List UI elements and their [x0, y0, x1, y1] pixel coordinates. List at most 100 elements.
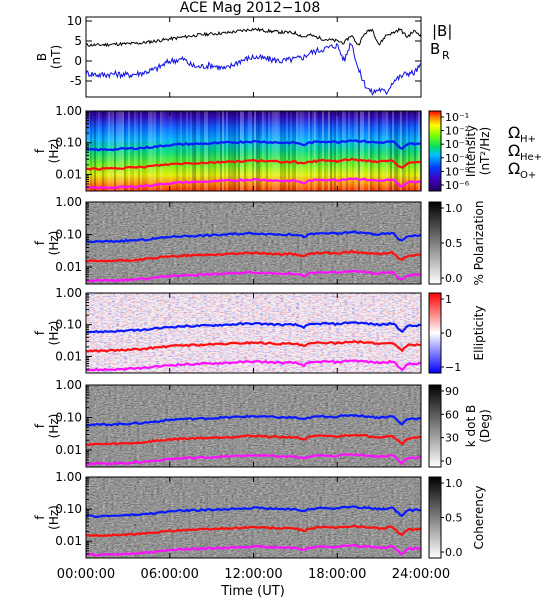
- svg-text:Coherency: Coherency: [472, 485, 486, 549]
- gyro-line-oplus: [85, 453, 422, 466]
- gyro-line-oplus: [85, 269, 422, 283]
- colorbar-tick-label: 0: [445, 455, 452, 468]
- colorbar: [428, 201, 442, 285]
- panel-k-dot-b: 1.00 0.10 0.01 f (Hz) 90 60 30 0 k dot B (Deg): [33, 378, 492, 468]
- svg-text:(nT): (nT): [49, 45, 63, 69]
- panel-coherency: 1.00 0.10 0.01 f (Hz) 1.0 0.5 0.0 Coherency: [33, 470, 486, 559]
- panel-intensity: 1.00 0.10 0.01 f (Hz) 10⁻¹10⁻²10⁻³10⁻⁴10⁻⁵10⁻…: [33, 104, 492, 192]
- colorbar-tick-label: 10⁻³: [445, 138, 469, 151]
- colorbar-label: Intensity (nT²/Hz): [464, 125, 492, 177]
- gyro-line-oplus: [85, 543, 422, 557]
- colorbar-tick-label: −1: [445, 361, 461, 374]
- svg-text:f: f: [33, 330, 47, 335]
- colorbar-tick-label: 1.0: [445, 202, 463, 215]
- svg-text:k dot B: k dot B: [464, 405, 478, 447]
- legend-omega-o: Ω: [508, 159, 520, 178]
- y-tick-label: 5: [74, 34, 82, 48]
- colorbar: [428, 292, 442, 374]
- x-axis-tick-labels: 00:00:00 06:00:00 12:00:00 18:00:00 24:00:00: [57, 567, 450, 582]
- y-tick-label: 0: [74, 54, 82, 68]
- gyro-line-heplus: [85, 433, 422, 447]
- y-tick-label: 0.01: [55, 349, 82, 363]
- legend-omega-he: Ω: [508, 141, 520, 160]
- y-tick-label: 0.01: [55, 167, 82, 181]
- y-axis-label: f (Hz): [33, 505, 61, 530]
- legend-omega-h: Ω: [508, 123, 520, 142]
- legend-omega-h-sub: H+: [520, 134, 536, 145]
- series-line-br: [85, 42, 422, 96]
- colorbar-tick-label: 90: [445, 385, 459, 398]
- svg-text:(Hz): (Hz): [47, 231, 61, 256]
- gyro-line-hplus: [85, 321, 422, 334]
- panel-b-series: [85, 27, 422, 96]
- colorbar-tick-label: 0.5: [445, 237, 463, 250]
- colorbar-tick-label: 30: [445, 432, 459, 445]
- panel-b-legend: |B| B R: [430, 22, 452, 62]
- x-axis-label: Time (UT): [220, 584, 285, 599]
- y-axis-label: f (Hz): [33, 231, 61, 256]
- legend-omega-o-sub: O+: [520, 170, 536, 181]
- colorbar-label: Coherency: [472, 485, 486, 549]
- colorbar-tick-label: 60: [445, 408, 459, 421]
- svg-text:(Hz): (Hz): [47, 139, 61, 164]
- colorbar-tick-label: 0: [445, 327, 452, 340]
- spectrogram-image: [86, 477, 421, 558]
- spectrogram-panels: 1.000.100.01f (Hz)10⁻¹10⁻²10⁻³10⁻⁴10⁻⁵10⁻…: [33, 104, 492, 559]
- spectrogram-image: [86, 385, 421, 467]
- spectrogram-image: [86, 293, 421, 373]
- y-tick-label: -5: [70, 74, 82, 88]
- gyro-line-hplus: [85, 230, 422, 244]
- gyro-line-heplus: [85, 249, 422, 263]
- svg-text:(nT²/Hz): (nT²/Hz): [478, 127, 492, 175]
- figure-title: ACE Mag 2012−108: [180, 0, 320, 16]
- gyro-line-heplus: [85, 157, 422, 171]
- legend-br: B: [430, 40, 440, 58]
- colorbar: [428, 110, 442, 192]
- x-tick-label: 06:00:00: [141, 567, 199, 582]
- svg-text:Ellipticity: Ellipticity: [472, 306, 486, 361]
- y-tick-label: 1.00: [55, 104, 82, 118]
- panel-b-y-label: B (nT): [35, 45, 63, 69]
- y-tick-label: 1.00: [55, 195, 82, 209]
- colorbar-tick-label: 10⁻⁵: [445, 165, 469, 178]
- x-tick-label: 00:00:00: [57, 567, 115, 582]
- y-tick-label: 1.00: [55, 286, 82, 300]
- y-axis-label: f (Hz): [33, 414, 61, 439]
- gyro-line-oplus: [85, 359, 422, 372]
- colorbar-tick-label: 10⁻²: [445, 125, 469, 138]
- svg-text:(Deg): (Deg): [478, 409, 492, 443]
- svg-text:Intensity: Intensity: [464, 125, 478, 177]
- svg-text:(Hz): (Hz): [47, 321, 61, 346]
- colorbar-label: k dot B (Deg): [464, 405, 492, 447]
- y-tick-label: 0.01: [55, 260, 82, 274]
- gyro-line-hplus: [85, 139, 422, 152]
- y-tick-label: 0.10: [55, 228, 82, 242]
- gyro-legend: Ω H+ Ω He+ Ω O+: [508, 123, 542, 181]
- colorbar-label: % Polarization: [472, 201, 486, 286]
- colorbar-tick-label: 0.5: [445, 512, 463, 525]
- x-tick-label: 18:00:00: [308, 567, 366, 582]
- colorbar-tick-label: 10⁻¹: [445, 111, 469, 124]
- series-line-bmag: [85, 27, 422, 48]
- x-tick-label: 12:00:00: [224, 567, 282, 582]
- colorbar-tick-label: 0.0: [445, 546, 463, 559]
- gyro-line-hplus: [85, 413, 422, 427]
- legend-bmag: |B|: [432, 22, 452, 40]
- spectrogram-image: [86, 111, 422, 191]
- legend-omega-he-sub: He+: [520, 152, 542, 163]
- colorbar-tick-label: 10⁻⁶: [445, 179, 470, 192]
- y-tick-label: 0.10: [55, 318, 82, 332]
- gyro-line-oplus: [85, 177, 422, 190]
- y-tick-label: 0.10: [55, 136, 82, 150]
- y-tick-label: 0.01: [55, 534, 82, 548]
- colorbar-tick-label: 1.0: [445, 477, 463, 490]
- svg-text:f: f: [33, 423, 47, 428]
- y-tick-label: 10: [67, 14, 82, 28]
- panel-polarization: 1.00 0.10 0.01 f (Hz) 1.0 0.5 0.0 % Polarization: [33, 195, 486, 285]
- y-tick-label: 0.01: [55, 443, 82, 457]
- svg-text:B: B: [35, 53, 49, 61]
- y-tick-label: 1.00: [55, 378, 82, 392]
- x-tick-label: 24:00:00: [392, 567, 450, 582]
- y-tick-label: 0.10: [55, 502, 82, 516]
